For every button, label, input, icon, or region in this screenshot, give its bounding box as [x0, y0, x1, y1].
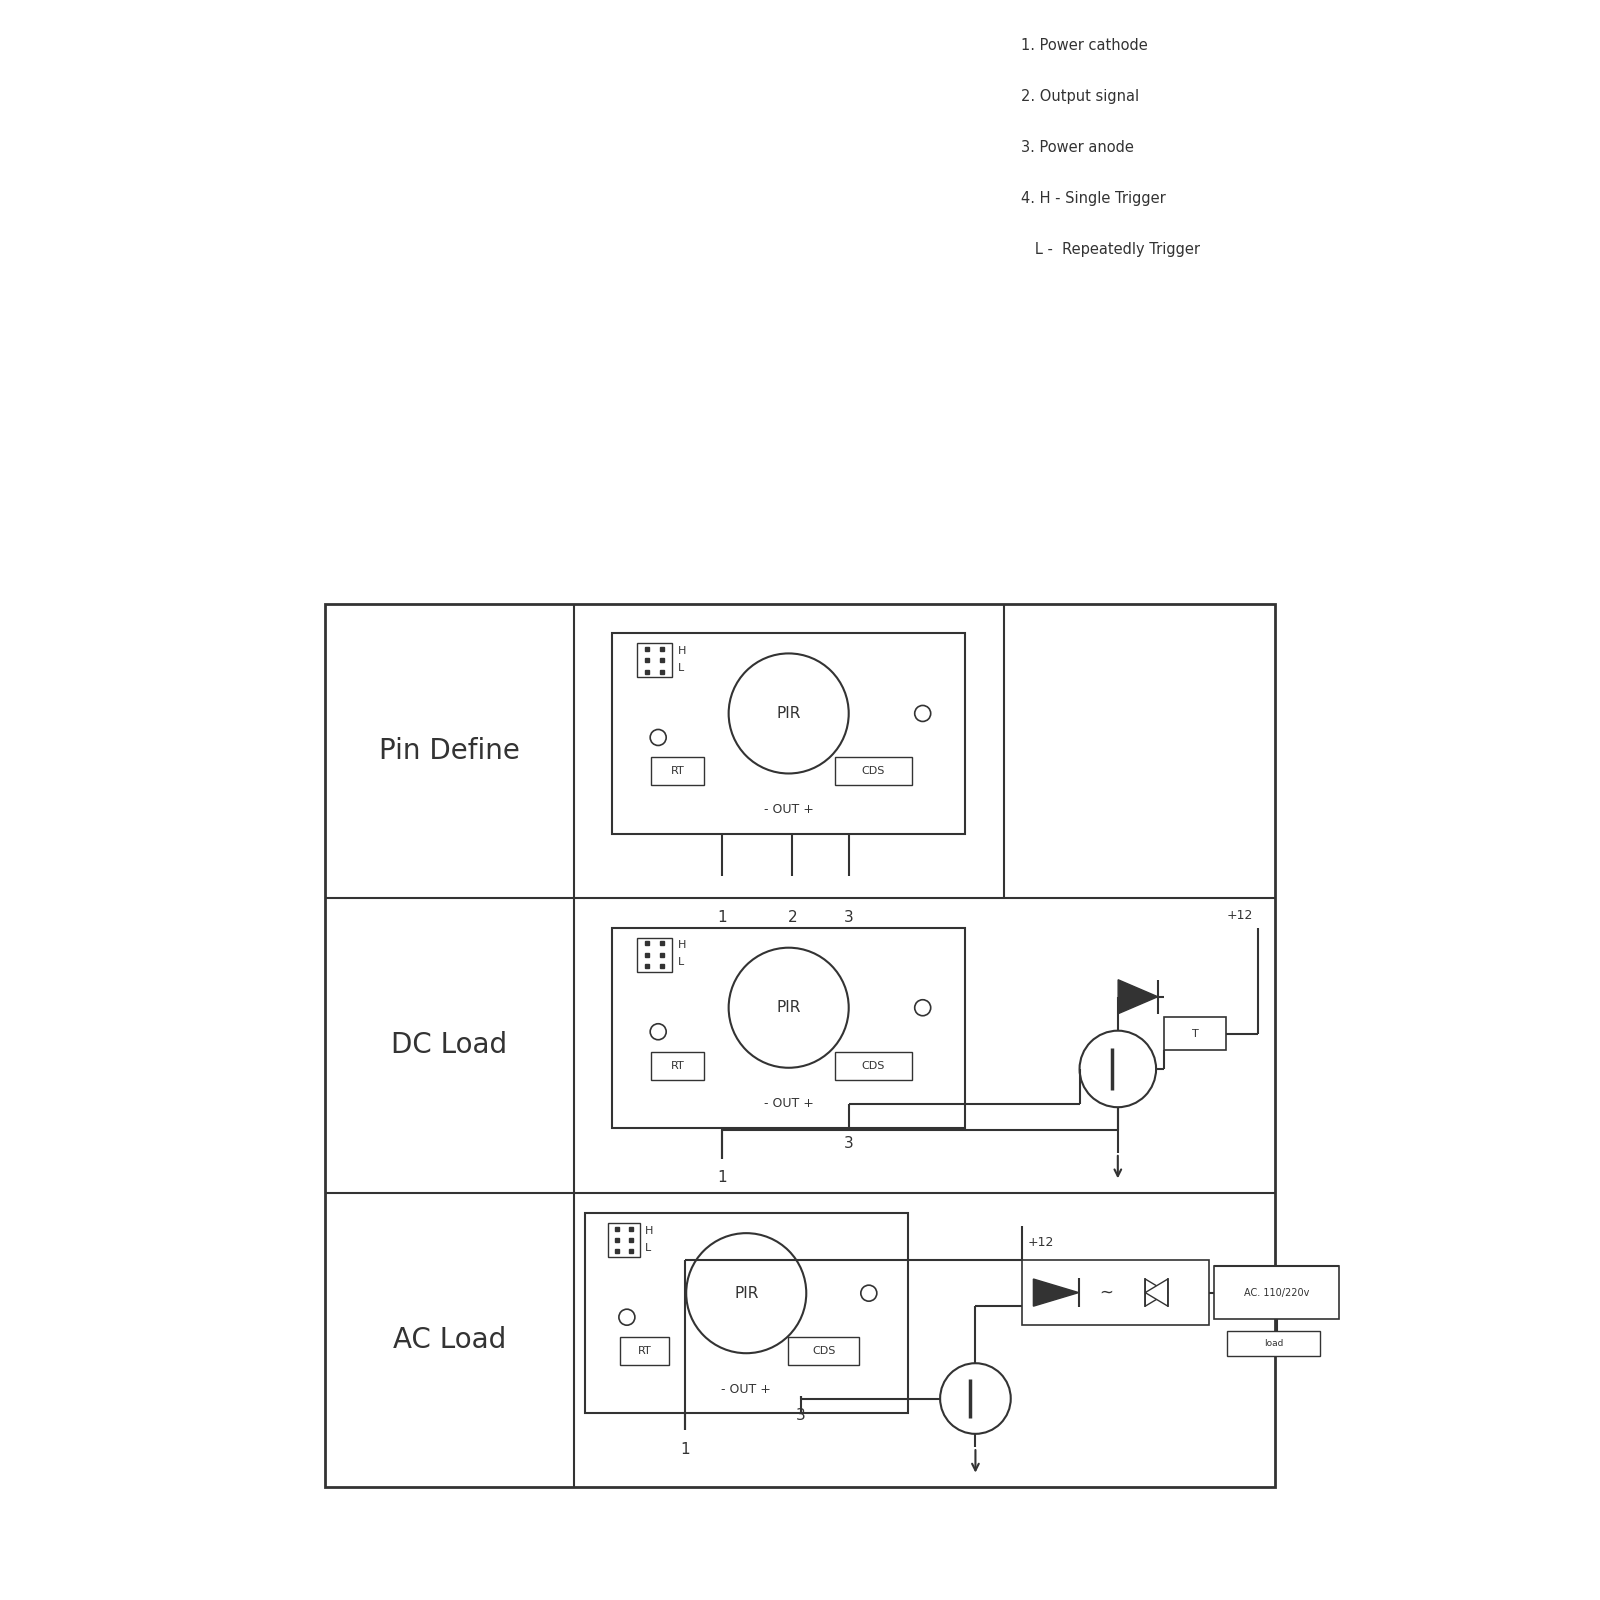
Circle shape — [941, 1363, 1011, 1434]
Text: T: T — [1192, 1029, 1198, 1038]
Text: PIR: PIR — [776, 1000, 802, 1016]
Bar — [1163, 1018, 1226, 1050]
Bar — [637, 643, 672, 677]
Bar — [651, 757, 704, 786]
Circle shape — [915, 1000, 931, 1016]
Text: CDS: CDS — [862, 1061, 885, 1070]
Bar — [325, 603, 1275, 1486]
Circle shape — [650, 1024, 666, 1040]
Polygon shape — [1034, 1278, 1078, 1306]
Text: AC. 110/220v: AC. 110/220v — [1245, 1288, 1309, 1298]
Bar — [621, 1338, 669, 1365]
Text: 3: 3 — [843, 1136, 853, 1150]
Polygon shape — [1118, 979, 1158, 1014]
Text: L: L — [677, 957, 683, 966]
Bar — [789, 1338, 859, 1365]
Bar — [608, 1222, 640, 1258]
Text: PIR: PIR — [776, 706, 802, 722]
Text: 2: 2 — [787, 909, 797, 925]
Text: Pin Define: Pin Define — [379, 738, 520, 765]
Text: L -  Repeatedly Trigger: L - Repeatedly Trigger — [1021, 242, 1200, 256]
Bar — [1214, 1266, 1339, 1320]
Text: DC Load: DC Load — [390, 1032, 507, 1059]
Text: H: H — [677, 941, 686, 950]
Bar — [637, 938, 672, 971]
Text: +12: +12 — [1027, 1235, 1054, 1250]
Text: - OUT +: - OUT + — [763, 803, 814, 816]
Text: 2. Output signal: 2. Output signal — [1021, 90, 1139, 104]
Text: H: H — [677, 646, 686, 656]
Text: - OUT +: - OUT + — [722, 1382, 771, 1395]
Polygon shape — [1146, 1278, 1168, 1306]
Circle shape — [686, 1234, 806, 1354]
Bar — [1227, 1331, 1320, 1355]
Text: ~: ~ — [1099, 1283, 1114, 1301]
Text: 1. Power cathode: 1. Power cathode — [1021, 38, 1147, 53]
Text: - OUT +: - OUT + — [763, 1098, 814, 1110]
Bar — [1022, 1261, 1210, 1325]
Bar — [835, 757, 912, 786]
Text: load: load — [1264, 1339, 1283, 1347]
Bar — [613, 634, 965, 834]
Circle shape — [1080, 1030, 1157, 1107]
Text: L: L — [645, 1243, 651, 1253]
Text: 3: 3 — [797, 1408, 806, 1422]
Text: AC Load: AC Load — [392, 1326, 506, 1354]
Text: RT: RT — [638, 1346, 651, 1357]
Bar — [586, 1213, 907, 1413]
Text: 4. H - Single Trigger: 4. H - Single Trigger — [1021, 190, 1165, 206]
Text: H: H — [645, 1226, 653, 1235]
Text: PIR: PIR — [734, 1286, 758, 1301]
Text: L: L — [677, 662, 683, 674]
Text: CDS: CDS — [862, 766, 885, 776]
Text: 1: 1 — [680, 1442, 690, 1456]
Circle shape — [861, 1285, 877, 1301]
Polygon shape — [1146, 1278, 1168, 1306]
Text: RT: RT — [670, 1061, 685, 1070]
Text: 3: 3 — [843, 909, 853, 925]
Bar — [651, 1051, 704, 1080]
Bar — [613, 928, 965, 1128]
Text: 1: 1 — [717, 1170, 726, 1186]
Circle shape — [650, 730, 666, 746]
Text: 3. Power anode: 3. Power anode — [1021, 139, 1133, 155]
Circle shape — [728, 947, 848, 1067]
Text: CDS: CDS — [811, 1346, 835, 1357]
Circle shape — [915, 706, 931, 722]
Circle shape — [728, 653, 848, 773]
Text: +12: +12 — [1226, 909, 1253, 922]
Bar — [835, 1051, 912, 1080]
Circle shape — [619, 1309, 635, 1325]
Text: 1: 1 — [717, 909, 726, 925]
Text: RT: RT — [670, 766, 685, 776]
